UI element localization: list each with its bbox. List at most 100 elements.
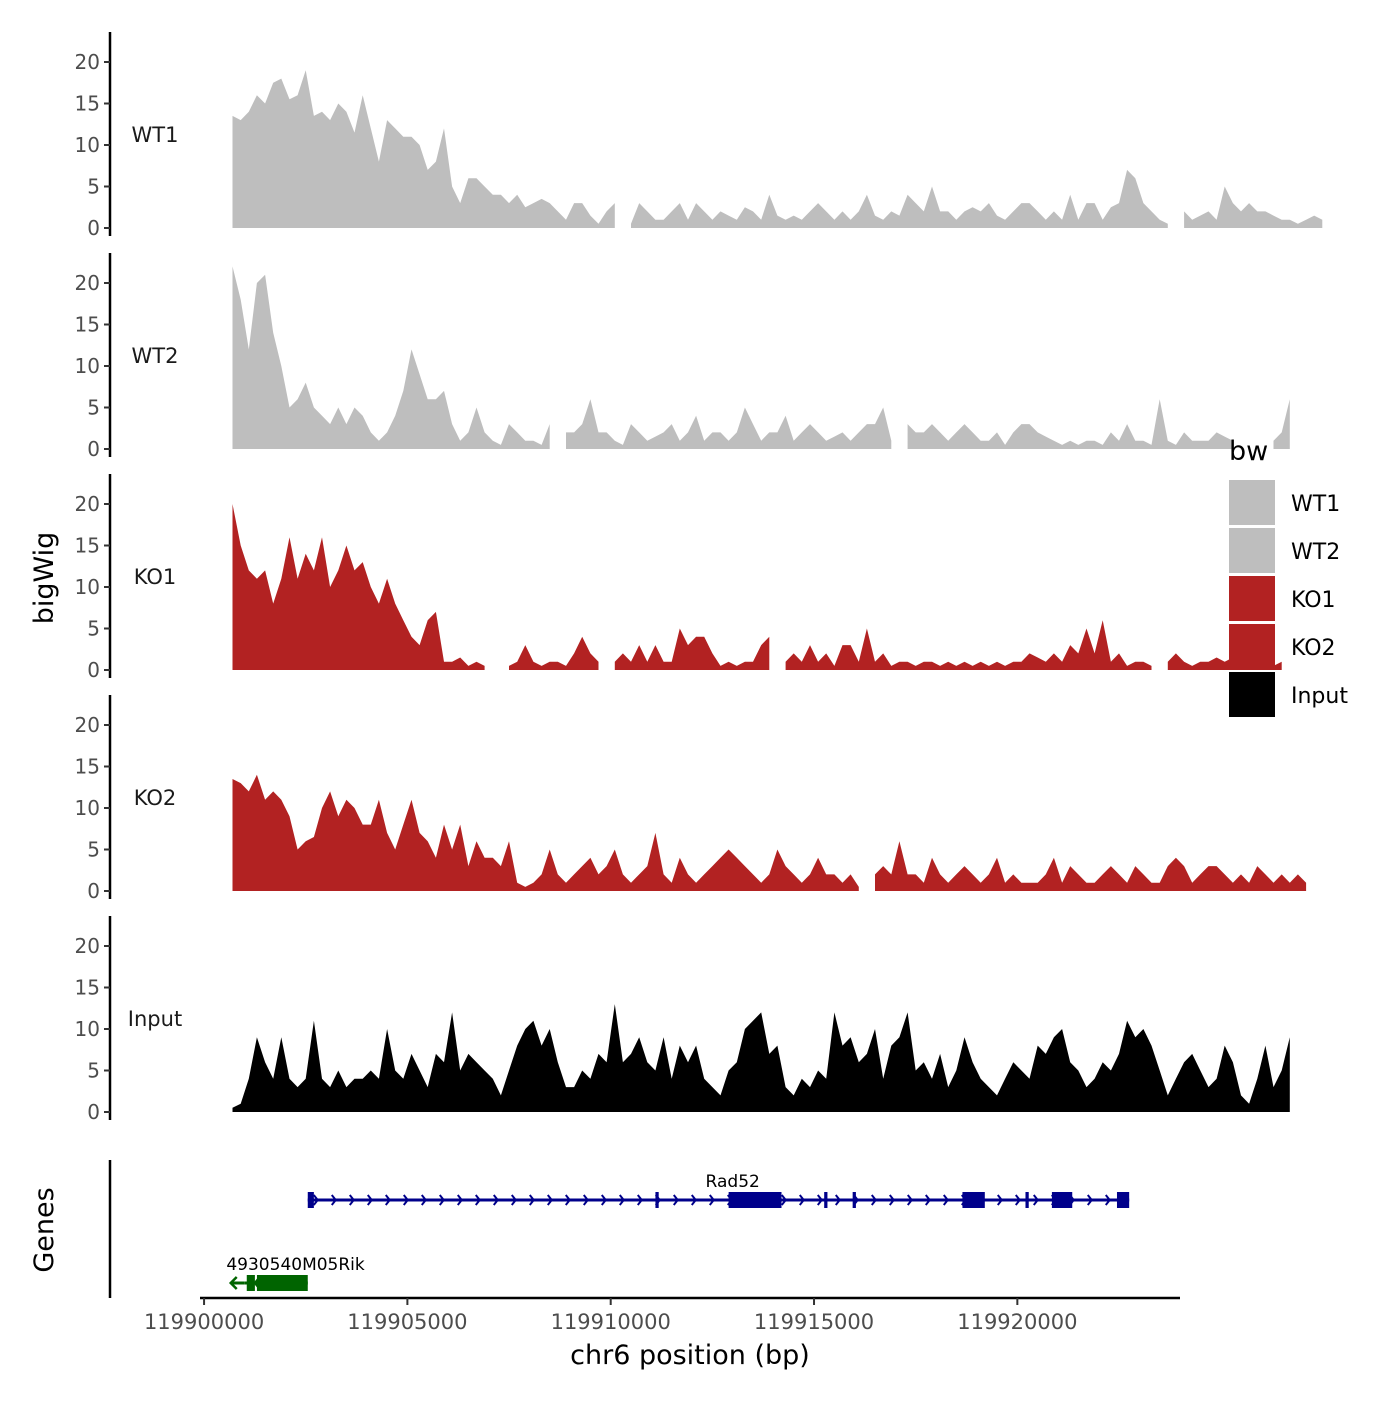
y-tick-label: 15: [75, 534, 100, 558]
strand-arrow: [384, 1194, 392, 1206]
x-tick-label: 119900000: [144, 1310, 264, 1334]
strand-arrow: [870, 1194, 878, 1206]
gene-4930540m05rik: 4930540M05Rik: [226, 1255, 365, 1291]
track-input: 0 5 10 15 20 Input: [75, 916, 1290, 1124]
strand-arrow: [366, 1194, 374, 1206]
legend-swatch: [1229, 528, 1275, 573]
y-tick-label: 20: [75, 50, 100, 74]
gene-label: 4930540M05Rik: [226, 1255, 365, 1275]
strand-arrow: [780, 1194, 788, 1206]
legend-swatch: [1229, 480, 1275, 525]
strand-arrow: [474, 1194, 482, 1206]
y-tick-label: 20: [75, 713, 100, 737]
strand-arrow: [798, 1194, 806, 1206]
legend-item-ko2: KO2: [1229, 624, 1336, 669]
y-tick-label: 5: [87, 838, 100, 862]
legend-item-input: Input: [1229, 672, 1348, 717]
series-area-ko1: [232, 504, 1282, 670]
series-area-wt2: [232, 266, 1290, 449]
strand-arrow: [1014, 1194, 1022, 1206]
series-area-input: [232, 1004, 1290, 1112]
y-tick-label: 5: [87, 175, 100, 199]
strand-arrow: [942, 1194, 950, 1206]
gene-exon: [824, 1192, 828, 1208]
y-tick-label: 0: [87, 216, 100, 240]
gene-exon: [728, 1192, 782, 1208]
y-tick-label: 5: [87, 617, 100, 641]
legend-label: Input: [1291, 684, 1348, 709]
y-tick-label: 5: [87, 1059, 100, 1083]
strand-arrow: [672, 1194, 680, 1206]
track-label: Input: [128, 1007, 182, 1031]
y-tick-label: 0: [87, 437, 100, 461]
legend-swatch: [1229, 576, 1275, 621]
legend-label: KO1: [1291, 588, 1336, 613]
x-axis-title: chr6 position (bp): [570, 1340, 810, 1371]
y-axis-title: bigWig: [29, 532, 60, 625]
strand-arrow: [1032, 1194, 1040, 1206]
strand-arrow: [924, 1194, 932, 1206]
strand-arrow: [636, 1194, 644, 1206]
gene-exon: [852, 1192, 856, 1208]
y-tick-label: 20: [75, 492, 100, 516]
legend-items: WT1 WT2 KO1 KO2 Input: [1229, 480, 1348, 717]
x-tick-label: 119915000: [754, 1310, 874, 1334]
y-tick-label: 10: [75, 1017, 100, 1041]
strand-arrow: [834, 1194, 842, 1206]
legend-label: KO2: [1291, 636, 1336, 661]
genes-axis-title: Genes: [29, 1187, 60, 1272]
legend-item-wt1: WT1: [1229, 480, 1340, 525]
track-label: KO1: [134, 565, 177, 589]
strand-arrow: [564, 1194, 572, 1206]
series-area-wt1: [232, 70, 1323, 228]
track-wt2: 0 5 10 15 20 WT2: [75, 253, 1290, 461]
gene-exon: [1025, 1192, 1029, 1208]
track-label: KO2: [134, 786, 177, 810]
x-tick-label: 119905000: [347, 1310, 467, 1334]
track-label: WT1: [132, 123, 179, 147]
gene-label: Rad52: [706, 1172, 760, 1192]
strand-arrow: [438, 1194, 446, 1206]
track-label: WT2: [132, 344, 179, 368]
legend-swatch: [1229, 624, 1275, 669]
gene-exon: [246, 1275, 255, 1291]
strand-arrow: [618, 1194, 626, 1206]
strand-arrow: [456, 1194, 464, 1206]
track-panels: 0 5 10 15 20 WT1 0 5 10 15 20 WT2 0 5 10 15 20 KO1 0 5 10 15 2…: [75, 32, 1323, 1124]
gene-exon: [962, 1192, 985, 1208]
y-tick-label: 10: [75, 796, 100, 820]
genes-panel: Rad52 4930540M05Rik: [108, 1160, 1130, 1298]
strand-arrow: [1086, 1194, 1094, 1206]
gene-exon: [1116, 1192, 1130, 1208]
strand-arrow: [600, 1194, 608, 1206]
x-tick-label: 119920000: [957, 1310, 1077, 1334]
strand-arrow: [582, 1194, 590, 1206]
y-tick-label: 0: [87, 879, 100, 903]
strand-arrow: [888, 1194, 896, 1206]
legend: bw WT1 WT2 KO1 KO2 Input: [1229, 436, 1348, 717]
track-ko2: 0 5 10 15 20 KO2: [75, 695, 1307, 903]
y-tick-label: 15: [75, 92, 100, 116]
strand-arrow: [546, 1194, 554, 1206]
y-tick-label: 0: [87, 658, 100, 682]
strand-arrow: [528, 1194, 536, 1206]
gene-rad52: Rad52: [307, 1172, 1130, 1208]
strand-arrow: [510, 1194, 518, 1206]
y-tick-label: 15: [75, 976, 100, 1000]
strand-arrow: [420, 1194, 428, 1206]
strand-arrow: [402, 1194, 410, 1206]
strand-arrow: [690, 1194, 698, 1206]
track-ko1: 0 5 10 15 20 KO1: [75, 474, 1282, 682]
y-tick-label: 10: [75, 575, 100, 599]
y-tick-label: 10: [75, 354, 100, 378]
gene-exon: [307, 1192, 314, 1208]
strand-arrow: [816, 1194, 824, 1206]
gene-exon: [1051, 1192, 1073, 1208]
strand-arrow: [312, 1194, 320, 1206]
strand-arrow: [996, 1194, 1004, 1206]
track-wt1: 0 5 10 15 20 WT1: [75, 32, 1323, 240]
legend-title: bw: [1229, 436, 1268, 467]
x-tick-label: 119910000: [551, 1310, 671, 1334]
y-tick-label: 5: [87, 396, 100, 420]
